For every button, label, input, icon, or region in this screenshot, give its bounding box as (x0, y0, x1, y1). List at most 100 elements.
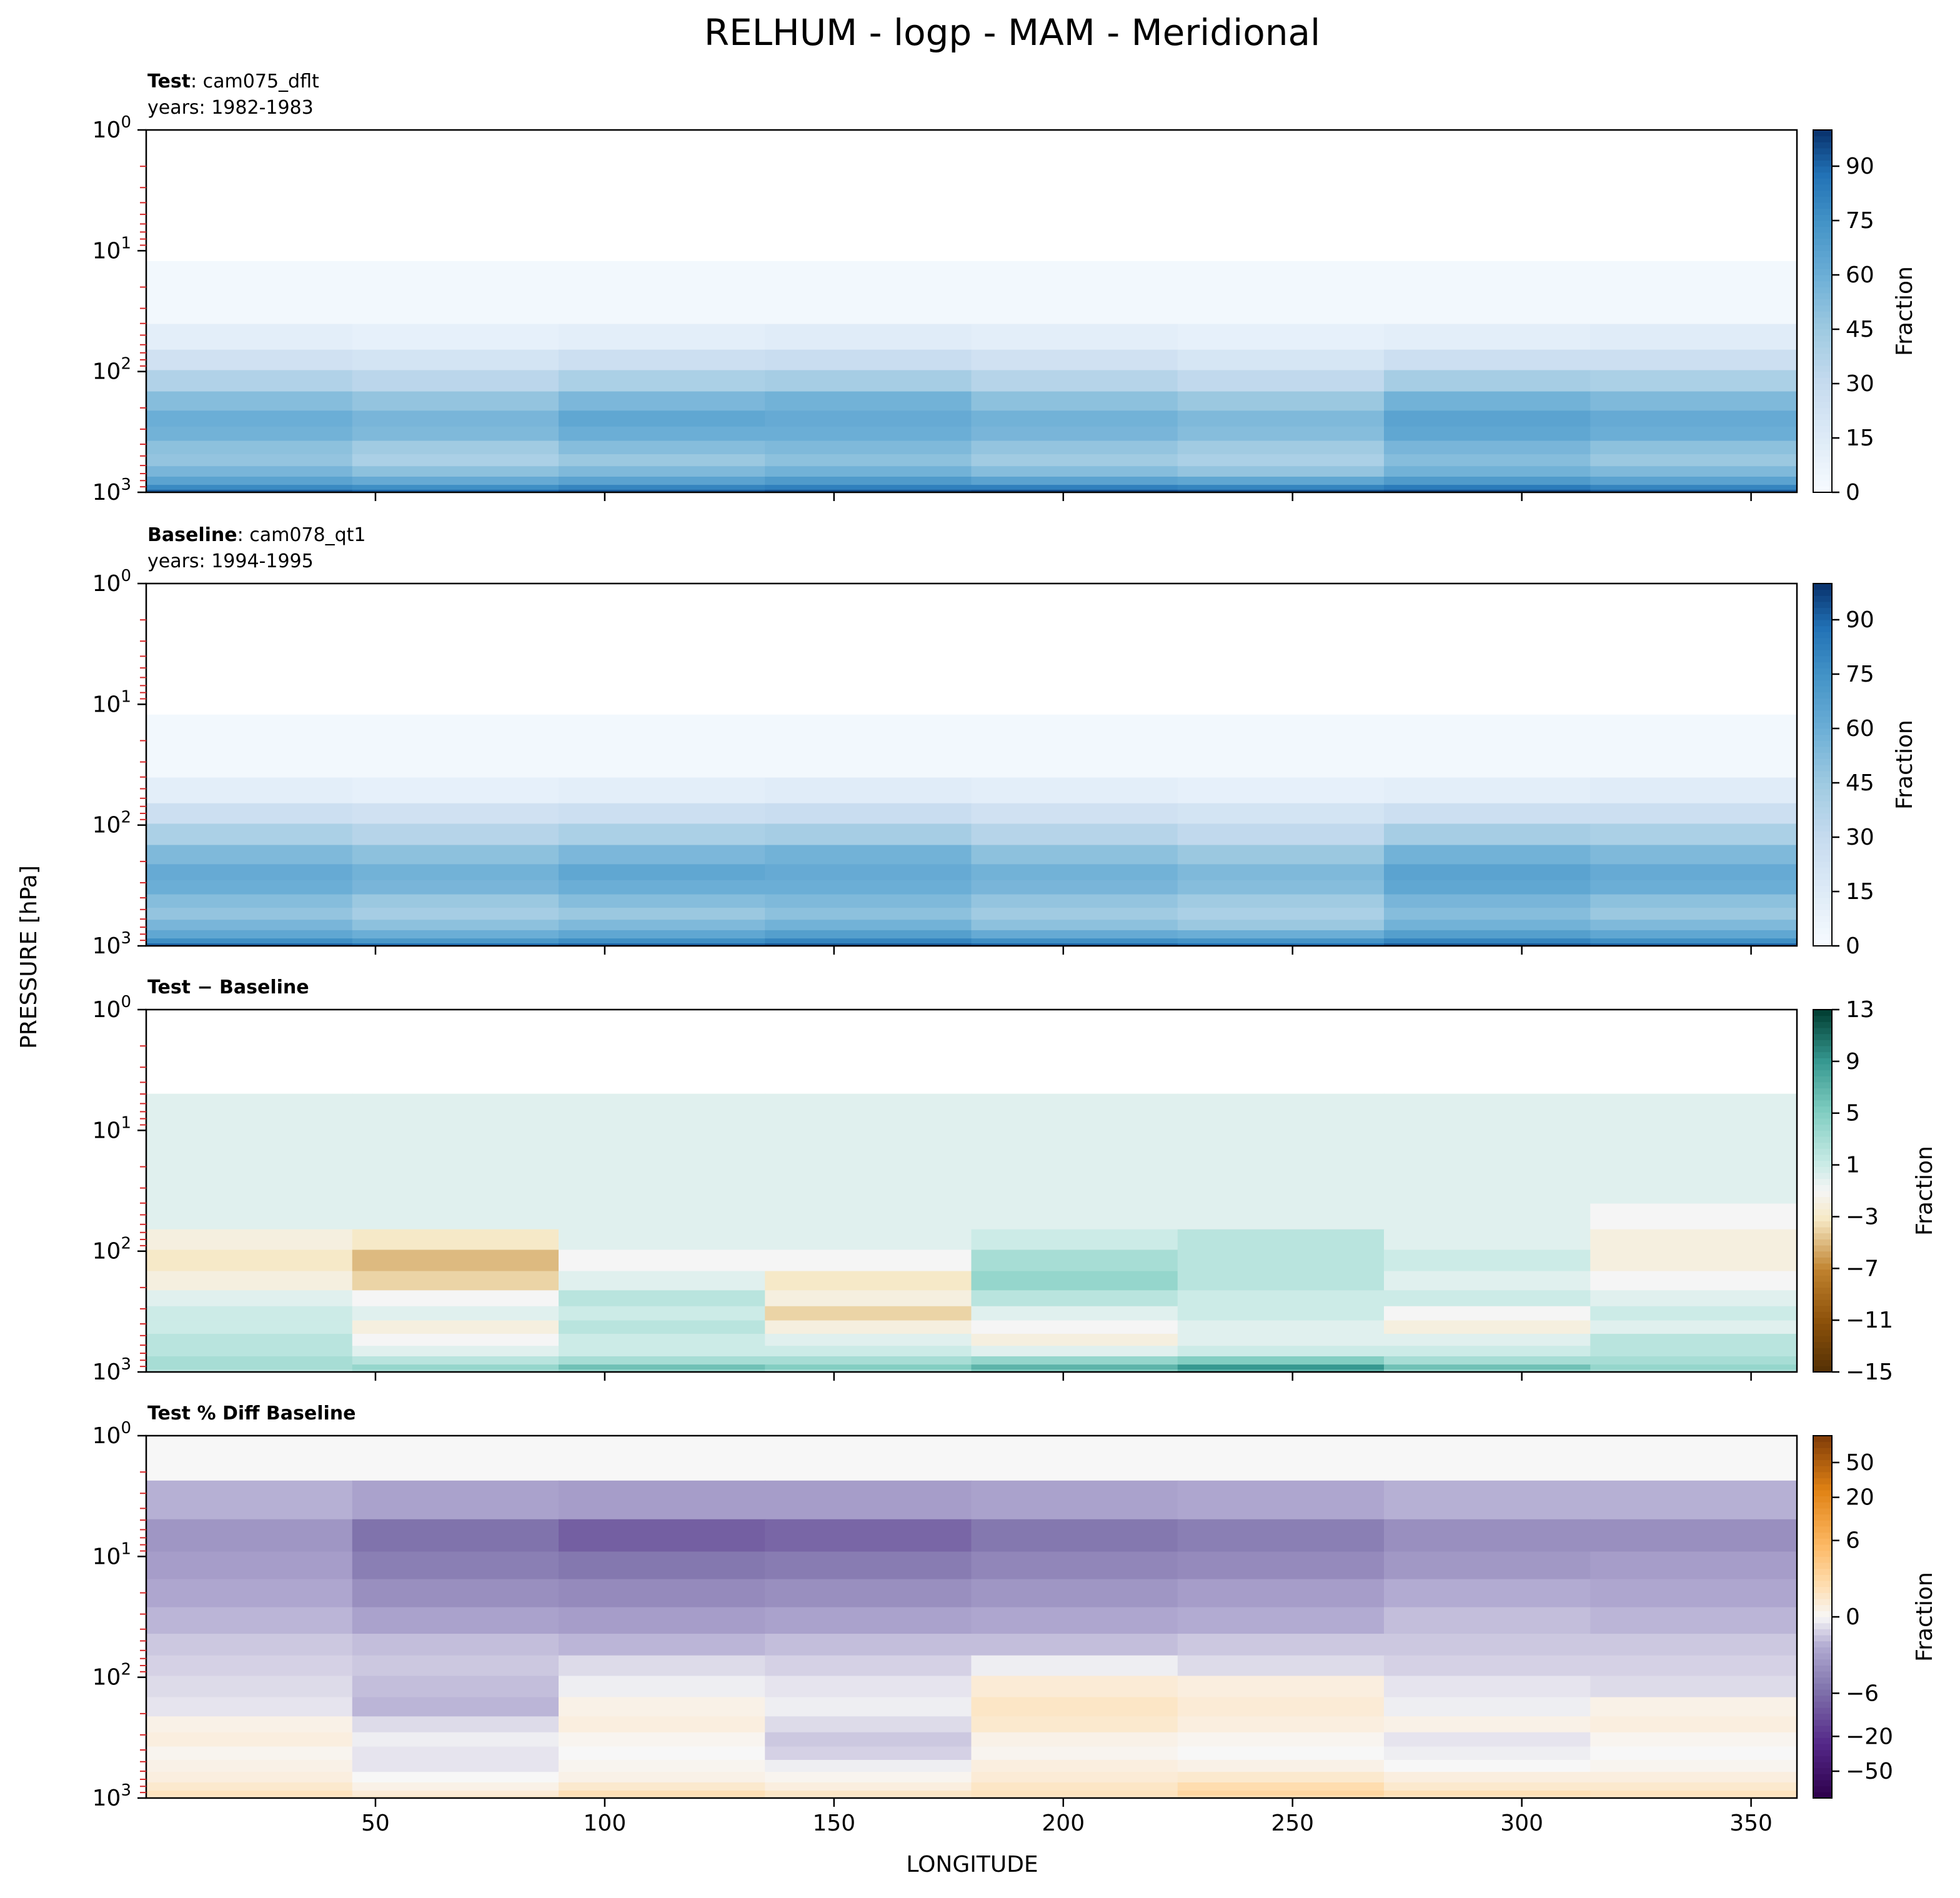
field-cell (352, 880, 559, 895)
field-cell (1590, 440, 1797, 455)
colorbar-segment (1813, 154, 1832, 161)
colorbar-segment (1813, 1317, 1832, 1324)
field-cell (1384, 1346, 1591, 1357)
field-cell (559, 1306, 766, 1321)
field-cell (352, 1093, 559, 1141)
colorbar-segment (1813, 1791, 1832, 1799)
colorbar-segment (1813, 1263, 1832, 1270)
field-cell (1384, 1676, 1591, 1698)
colorbar-segment (1813, 1341, 1832, 1348)
field-cell (146, 1333, 353, 1347)
field-cell (559, 426, 766, 442)
colorbar-segment (1813, 740, 1832, 747)
field-cell (765, 1782, 972, 1792)
field-cell (765, 466, 972, 477)
colorbar-segment (1813, 643, 1832, 650)
field-cell (559, 845, 766, 865)
colorbar-segment (1813, 383, 1832, 390)
field-cell (765, 454, 972, 467)
colorbar-segment (1813, 1761, 1832, 1769)
field-cell (146, 1364, 353, 1371)
field-cell (559, 1519, 766, 1553)
colorbar-segment (1813, 467, 1832, 475)
colorbar-segment (1813, 1586, 1832, 1593)
panel-difference: 100 101 102 103 −15 −11 −7 −3 1 5 9 13 Fraction (92, 993, 1938, 1385)
field-cell (971, 440, 1178, 455)
field-cell (559, 1676, 766, 1698)
colorbar-segment (1813, 1202, 1832, 1210)
colorbar-segment (1813, 1353, 1832, 1361)
colorbar-segment (1813, 292, 1832, 300)
colorbar-segment (1813, 1598, 1832, 1606)
field-cell (971, 1519, 1178, 1553)
colorbar-tick-label: −50 (1846, 1759, 1893, 1784)
field-cell (352, 1716, 559, 1733)
field-cell (971, 880, 1178, 895)
field-cell (1384, 1364, 1591, 1371)
colorbar-segment (1813, 389, 1832, 396)
field-cell (352, 1140, 559, 1205)
field-cell (971, 261, 1178, 325)
colorbar-segment (1813, 1707, 1832, 1714)
y-tick-label: 101 (92, 687, 131, 717)
field-cell (1590, 1732, 1797, 1747)
field-cell (765, 485, 972, 491)
field-cell (1177, 1480, 1385, 1520)
colorbar-segment (1813, 1142, 1832, 1149)
colorbar-segment (1813, 1287, 1832, 1294)
colorbar-segment (1813, 1677, 1832, 1684)
field-cell (146, 1271, 353, 1291)
colorbar-segment (1813, 1526, 1832, 1533)
axes-frame (145, 582, 1798, 947)
field-cell (1177, 1551, 1385, 1580)
field-cell (1177, 1229, 1385, 1251)
field-cell (146, 391, 353, 412)
colorbar-segment (1813, 1574, 1832, 1581)
field-cell (559, 410, 766, 427)
colorbar-segment (1813, 190, 1832, 197)
colorbar-segment (1813, 281, 1832, 287)
colorbar-tick-label: −11 (1846, 1308, 1893, 1333)
colorbar-segment (1813, 595, 1832, 602)
field-cell (971, 1772, 1178, 1783)
colorbar-segment (1813, 1616, 1832, 1624)
field-cell (1590, 1796, 1797, 1798)
colorbar-segment (1813, 800, 1832, 808)
field-cell (146, 349, 353, 371)
field-cell (146, 1250, 353, 1272)
colorbar-frame (1813, 583, 1833, 947)
colorbar-segment (1813, 1664, 1832, 1672)
field-cell (1177, 466, 1385, 477)
colorbar-segment (1813, 1088, 1832, 1095)
field-cell (1590, 1655, 1797, 1677)
field-cell (1177, 1746, 1385, 1761)
colorbar-segment (1813, 1453, 1832, 1461)
field-cell (146, 1697, 353, 1717)
colorbar: 0 15 30 45 60 75 90 Fraction (1813, 583, 1918, 959)
field-cell (559, 823, 766, 846)
field-cell (1590, 943, 1797, 946)
field-cell (1590, 426, 1797, 442)
field-cell (1384, 410, 1591, 427)
colorbar-segment (1813, 1538, 1832, 1545)
colorbar-segment (1813, 1323, 1832, 1330)
y-tick-label: 103 (92, 1355, 131, 1385)
field-cell (1384, 1732, 1591, 1747)
colorbar-tick-label: 6 (1846, 1528, 1860, 1554)
field-cell (146, 485, 353, 491)
field-cell (971, 864, 1178, 881)
field-cell (1590, 214, 1797, 262)
field-cell (146, 1579, 353, 1608)
y-tick-label: 103 (92, 1781, 131, 1811)
field-cell (146, 1290, 353, 1307)
colorbar-segment (1813, 1646, 1832, 1654)
field-cell (352, 938, 559, 945)
field-cell (1384, 1229, 1591, 1251)
field-cell (1177, 1697, 1385, 1717)
field-cell (1177, 714, 1385, 778)
field-cell (146, 1140, 353, 1205)
x-tick-label: 150 (812, 1811, 855, 1836)
field-cell (352, 1356, 559, 1366)
field-cell (559, 454, 766, 467)
field-cell (559, 1551, 766, 1580)
